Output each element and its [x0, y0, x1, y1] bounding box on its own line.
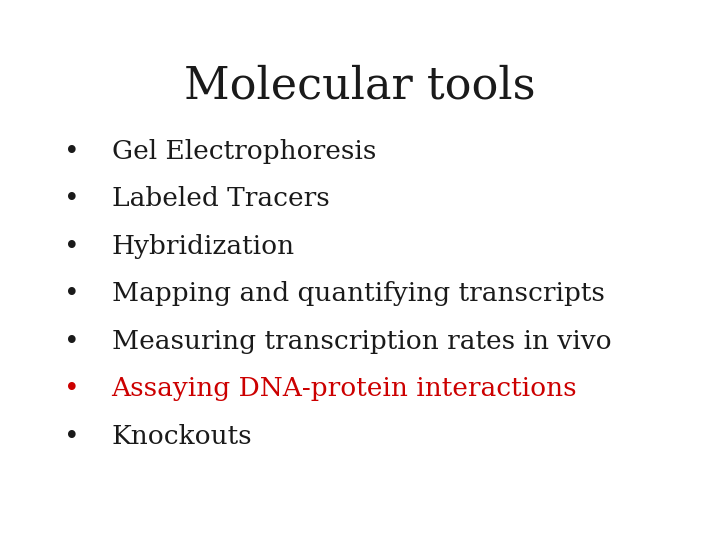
Text: •: •	[64, 186, 80, 211]
Text: Gel Electrophoresis: Gel Electrophoresis	[112, 139, 376, 164]
Text: •: •	[64, 424, 80, 449]
Text: Knockouts: Knockouts	[112, 424, 252, 449]
Text: Hybridization: Hybridization	[112, 234, 294, 259]
Text: •: •	[64, 281, 80, 306]
Text: Assaying DNA-protein interactions: Assaying DNA-protein interactions	[112, 376, 577, 401]
Text: Molecular tools: Molecular tools	[184, 65, 536, 108]
Text: •: •	[64, 376, 80, 401]
Text: Measuring transcription rates in vivo: Measuring transcription rates in vivo	[112, 329, 611, 354]
Text: •: •	[64, 139, 80, 164]
Text: •: •	[64, 234, 80, 259]
Text: Mapping and quantifying transcripts: Mapping and quantifying transcripts	[112, 281, 605, 306]
Text: Labeled Tracers: Labeled Tracers	[112, 186, 329, 211]
Text: •: •	[64, 329, 80, 354]
